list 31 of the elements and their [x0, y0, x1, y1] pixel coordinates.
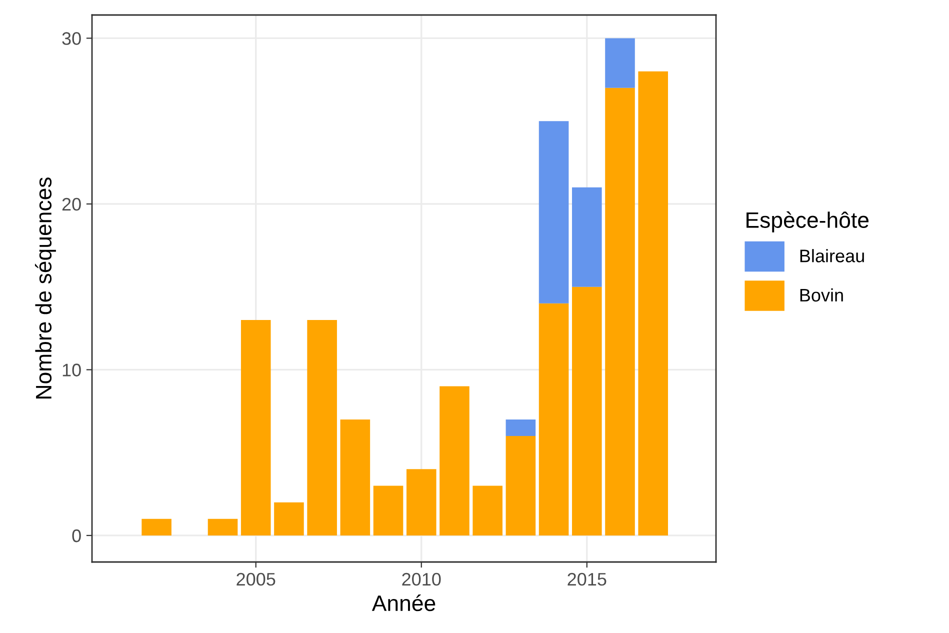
bar — [506, 436, 536, 536]
x-tick-label: 2010 — [402, 572, 441, 586]
bar — [274, 502, 304, 536]
bar — [472, 486, 502, 536]
bar — [406, 469, 436, 536]
x-tick-label: 2005 — [236, 572, 276, 586]
bar — [538, 303, 569, 536]
bar — [373, 486, 404, 536]
bar — [142, 518, 172, 536]
x-tick-label: 2015 — [568, 572, 606, 586]
y-tick-label: 0 — [72, 529, 81, 542]
legend-label: Bovin — [800, 288, 843, 302]
bar — [572, 286, 602, 536]
y-tick-label: 20 — [62, 198, 81, 211]
bar — [307, 320, 337, 536]
y-tick-label: 30 — [62, 32, 81, 45]
x-axis-title: Année — [372, 594, 436, 612]
y-tick-label: 10 — [62, 364, 81, 376]
bar — [240, 320, 271, 536]
legend-title: Espèce-hôte — [746, 211, 869, 232]
legend-label: Blaireau — [800, 249, 864, 262]
bar — [440, 386, 470, 536]
bar — [605, 38, 635, 88]
bar — [605, 88, 635, 536]
bar — [208, 518, 238, 536]
y-axis-title: Nombre de séquences — [34, 178, 56, 398]
bar — [638, 71, 668, 536]
bar — [538, 121, 569, 304]
bar — [340, 419, 370, 536]
bar — [572, 187, 602, 287]
bar — [506, 419, 536, 436]
